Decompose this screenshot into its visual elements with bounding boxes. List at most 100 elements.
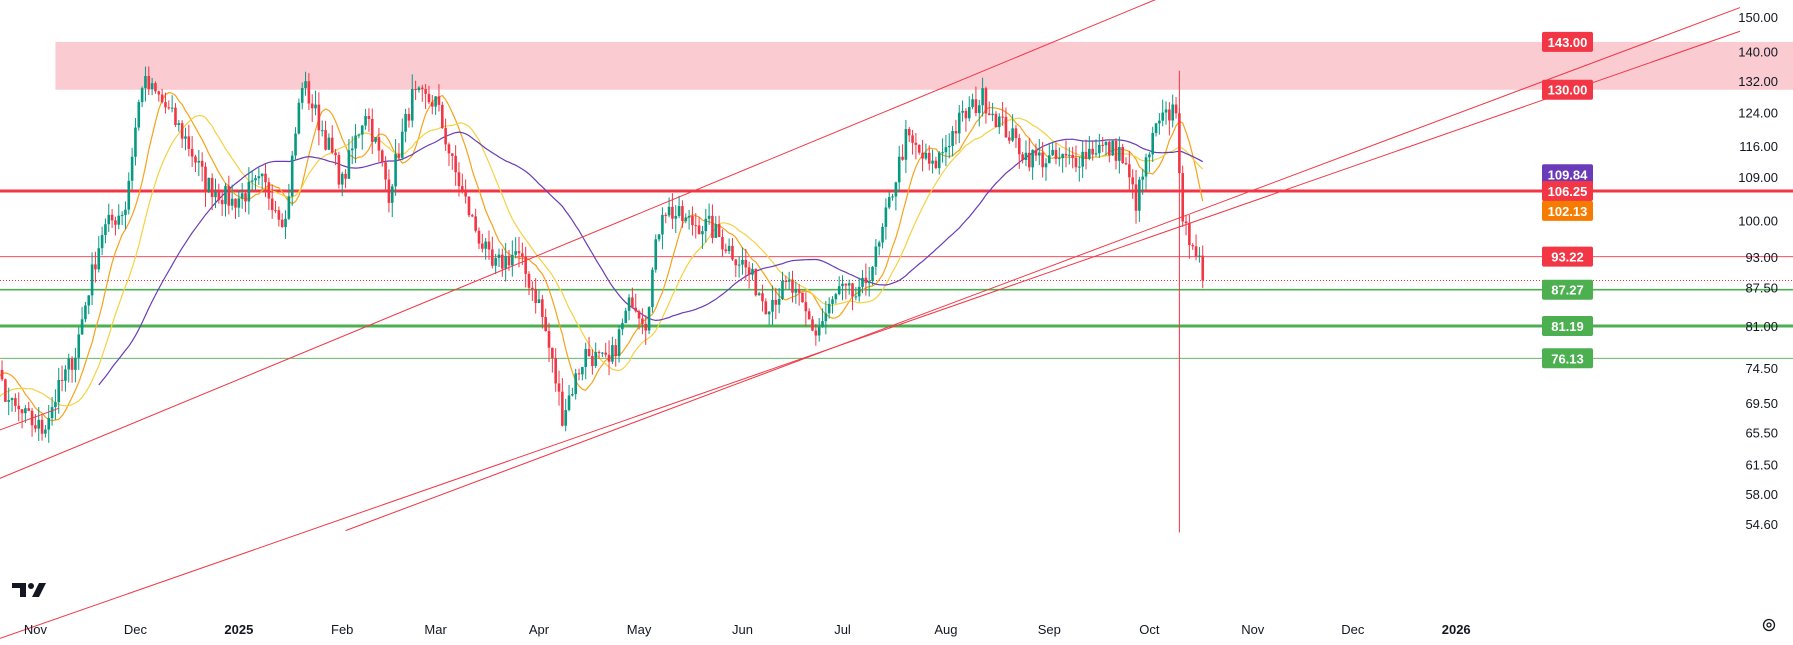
candle-body: [957, 112, 961, 134]
candle-body: [961, 110, 964, 113]
candle-body: [60, 379, 64, 381]
y-tick-label: 87.50: [1745, 280, 1778, 295]
candle-body: [1198, 255, 1201, 257]
candle-body: [917, 144, 921, 153]
candle-body: [534, 289, 537, 304]
candle-body: [584, 348, 588, 368]
candle-body: [881, 226, 884, 243]
candle-body: [40, 419, 44, 434]
candle-body: [394, 153, 397, 187]
x-tick-label: Jun: [732, 622, 753, 637]
candle-body: [671, 206, 674, 219]
y-tick-label: 65.50: [1745, 426, 1778, 441]
candle-body: [70, 358, 74, 370]
candle-body: [144, 76, 147, 89]
price-badge-130.00: 130.00: [1542, 79, 1593, 100]
trendline-channel-lower[interactable]: [0, 30, 1741, 642]
candle-body: [207, 177, 211, 192]
gear-icon[interactable]: [1761, 617, 1777, 633]
candle-body: [674, 215, 678, 219]
candle-body: [477, 230, 481, 244]
candle-body: [764, 301, 768, 315]
candle-body: [994, 113, 998, 128]
candle-body: [380, 150, 384, 163]
candle-body: [587, 348, 591, 357]
candle-body: [654, 239, 658, 270]
trendline-early-trendline[interactable]: [0, 407, 59, 433]
candle-body: [971, 99, 974, 108]
candle-body: [420, 87, 424, 90]
candle-body: [471, 215, 474, 217]
candle-body: [557, 383, 561, 392]
y-tick-label: 116.00: [1739, 139, 1778, 154]
candle-body: [827, 303, 831, 314]
candle-body: [874, 246, 878, 267]
candle-body: [837, 286, 841, 295]
candle-body: [127, 180, 131, 210]
candle-body: [197, 160, 201, 163]
candle-body: [447, 144, 451, 154]
candle-body: [194, 156, 197, 163]
candle-body: [7, 400, 11, 402]
candle-body: [501, 254, 504, 269]
candle-body: [551, 347, 554, 359]
candle-body: [320, 130, 324, 132]
candle-body: [984, 88, 988, 114]
candle-body: [817, 327, 821, 336]
candle-body: [1004, 116, 1008, 138]
candle-body: [57, 379, 61, 403]
candle-body: [1161, 112, 1165, 121]
trendline-channel-upper[interactable]: [0, 0, 1240, 482]
candle-body: [224, 185, 227, 205]
candle-body: [167, 107, 171, 109]
candle-body: [160, 94, 164, 103]
candle-body: [1201, 255, 1205, 281]
candle-body: [1027, 152, 1031, 168]
candle-body: [867, 281, 871, 284]
candle-body: [924, 152, 928, 159]
candle-body: [384, 162, 387, 180]
candle-body: [937, 152, 941, 169]
candle-body: [17, 405, 21, 410]
trendline-lower-trendline[interactable]: [345, 7, 1741, 532]
candle-body: [591, 356, 594, 366]
candle-body: [310, 103, 314, 109]
candle-body: [97, 248, 101, 270]
candle-body: [180, 123, 184, 139]
candle-body: [624, 310, 628, 324]
candle-body: [744, 259, 748, 268]
candle-body: [887, 197, 891, 208]
candle-body: [637, 311, 641, 319]
candle-body: [10, 398, 14, 401]
candle-body: [734, 259, 738, 266]
candle-body: [701, 231, 704, 235]
tradingview-logo-icon[interactable]: [12, 583, 46, 597]
candle-body: [814, 330, 818, 336]
candle-body: [64, 369, 67, 381]
candle-body: [164, 102, 167, 108]
candle-body: [80, 319, 84, 335]
candle-body: [1051, 149, 1054, 156]
horizontal-levels-layer: [0, 189, 1793, 359]
candle-body: [130, 156, 134, 181]
trendlines-layer: [0, 0, 1741, 642]
candle-body: [517, 251, 521, 254]
candle-body: [410, 88, 414, 121]
candle-body: [497, 254, 501, 259]
x-tick-label: Aug: [934, 622, 957, 637]
candle-body: [190, 148, 194, 157]
x-tick-label: Feb: [331, 622, 353, 637]
candle-body: [684, 217, 688, 222]
candle-body: [627, 297, 631, 311]
candle-body: [1071, 154, 1074, 158]
candle-body: [567, 395, 571, 411]
candle-body: [24, 408, 27, 414]
candle-body: [857, 286, 861, 297]
candle-body: [170, 107, 174, 109]
candle-body: [1058, 158, 1061, 160]
candle-body: [284, 218, 287, 228]
candle-body: [1124, 163, 1128, 165]
candle-body: [427, 93, 431, 103]
candle-body: [481, 243, 484, 249]
